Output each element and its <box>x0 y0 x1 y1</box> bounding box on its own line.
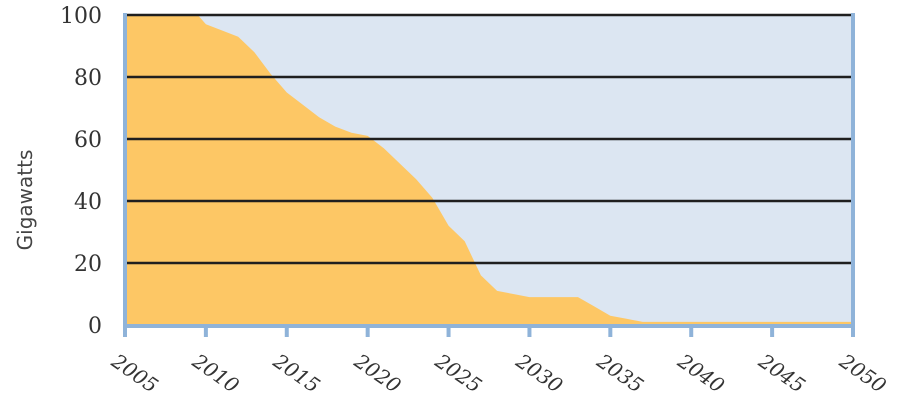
x-tick-label: 2045 <box>754 348 810 397</box>
x-axis-ticks: 2005 2010 2015 2020 2025 2030 2035 2040 2045 2050 <box>106 325 891 398</box>
x-tick-label: 2025 <box>430 348 486 397</box>
y-axis-label: Gigawatts <box>13 150 37 251</box>
x-tick-label: 2005 <box>106 348 162 397</box>
x-tick-label: 2035 <box>592 348 648 397</box>
y-tick-label: 0 <box>88 314 102 339</box>
x-tick-label: 2030 <box>511 348 568 398</box>
y-tick-label: 80 <box>74 66 102 91</box>
x-tick-label: 2010 <box>187 348 244 398</box>
y-axis-ticks: 0 20 40 60 80 100 <box>60 4 102 339</box>
y-tick-label: 100 <box>60 4 102 29</box>
x-tick-label: 2040 <box>673 348 730 398</box>
y-tick-label: 60 <box>74 128 102 153</box>
axis-frame <box>123 13 855 328</box>
x-tick-label: 2050 <box>834 348 891 398</box>
y-tick-label: 40 <box>74 190 102 215</box>
y-tick-label: 20 <box>74 252 102 277</box>
grid-lines <box>125 13 853 265</box>
x-tick-label: 2015 <box>268 348 324 397</box>
x-tick-label: 2020 <box>349 348 406 398</box>
area-series <box>125 15 853 325</box>
